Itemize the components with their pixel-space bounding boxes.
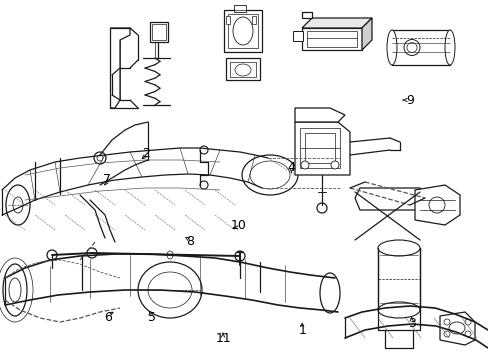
Ellipse shape <box>138 262 202 318</box>
Ellipse shape <box>443 319 449 325</box>
Ellipse shape <box>428 197 444 213</box>
Text: 5: 5 <box>147 311 155 324</box>
Bar <box>391 30 449 65</box>
Ellipse shape <box>6 185 30 225</box>
Bar <box>234 5 245 12</box>
Ellipse shape <box>9 278 21 302</box>
Ellipse shape <box>403 40 419 55</box>
Ellipse shape <box>464 331 470 337</box>
Ellipse shape <box>301 161 308 169</box>
Polygon shape <box>294 122 349 175</box>
Ellipse shape <box>47 250 57 260</box>
Ellipse shape <box>87 248 97 258</box>
Polygon shape <box>354 188 424 210</box>
Polygon shape <box>414 185 459 225</box>
Polygon shape <box>302 12 311 18</box>
Bar <box>306 31 356 47</box>
Ellipse shape <box>386 30 396 65</box>
Text: 1: 1 <box>298 324 305 337</box>
Text: 4: 4 <box>287 161 295 174</box>
Ellipse shape <box>94 152 106 164</box>
Ellipse shape <box>167 251 173 259</box>
Bar <box>227 14 258 48</box>
Ellipse shape <box>148 272 192 308</box>
Ellipse shape <box>443 331 449 337</box>
Polygon shape <box>110 28 130 108</box>
Ellipse shape <box>330 161 338 169</box>
Ellipse shape <box>464 319 470 325</box>
Ellipse shape <box>3 264 27 316</box>
Ellipse shape <box>377 240 419 256</box>
Bar <box>292 31 303 41</box>
Text: 6: 6 <box>104 311 112 324</box>
Bar <box>225 58 260 80</box>
Text: 8: 8 <box>185 235 193 248</box>
Ellipse shape <box>316 203 326 213</box>
Bar <box>377 248 419 310</box>
Ellipse shape <box>235 251 244 261</box>
Ellipse shape <box>377 302 419 318</box>
Ellipse shape <box>242 155 297 195</box>
Ellipse shape <box>200 181 207 189</box>
Ellipse shape <box>249 161 289 189</box>
Bar <box>251 16 256 24</box>
Ellipse shape <box>444 30 454 65</box>
Ellipse shape <box>319 273 339 313</box>
Polygon shape <box>439 312 474 345</box>
Ellipse shape <box>406 42 416 53</box>
Polygon shape <box>294 108 345 122</box>
Ellipse shape <box>200 146 207 154</box>
Text: 11: 11 <box>216 332 231 345</box>
Ellipse shape <box>235 64 250 76</box>
Text: 2: 2 <box>142 147 149 159</box>
Bar <box>229 62 256 77</box>
Text: 9: 9 <box>405 94 413 107</box>
Bar <box>305 133 334 163</box>
Ellipse shape <box>97 155 103 161</box>
Polygon shape <box>361 18 371 50</box>
Text: 10: 10 <box>230 219 246 231</box>
Bar <box>224 10 262 52</box>
Ellipse shape <box>13 197 23 213</box>
Bar <box>299 128 339 168</box>
Bar <box>152 24 165 40</box>
Bar <box>225 16 229 24</box>
Polygon shape <box>302 18 371 28</box>
Bar <box>150 22 168 42</box>
Text: 3: 3 <box>407 317 415 330</box>
Polygon shape <box>302 28 361 50</box>
Ellipse shape <box>448 322 464 334</box>
Ellipse shape <box>232 17 252 45</box>
Text: 7: 7 <box>102 173 110 186</box>
